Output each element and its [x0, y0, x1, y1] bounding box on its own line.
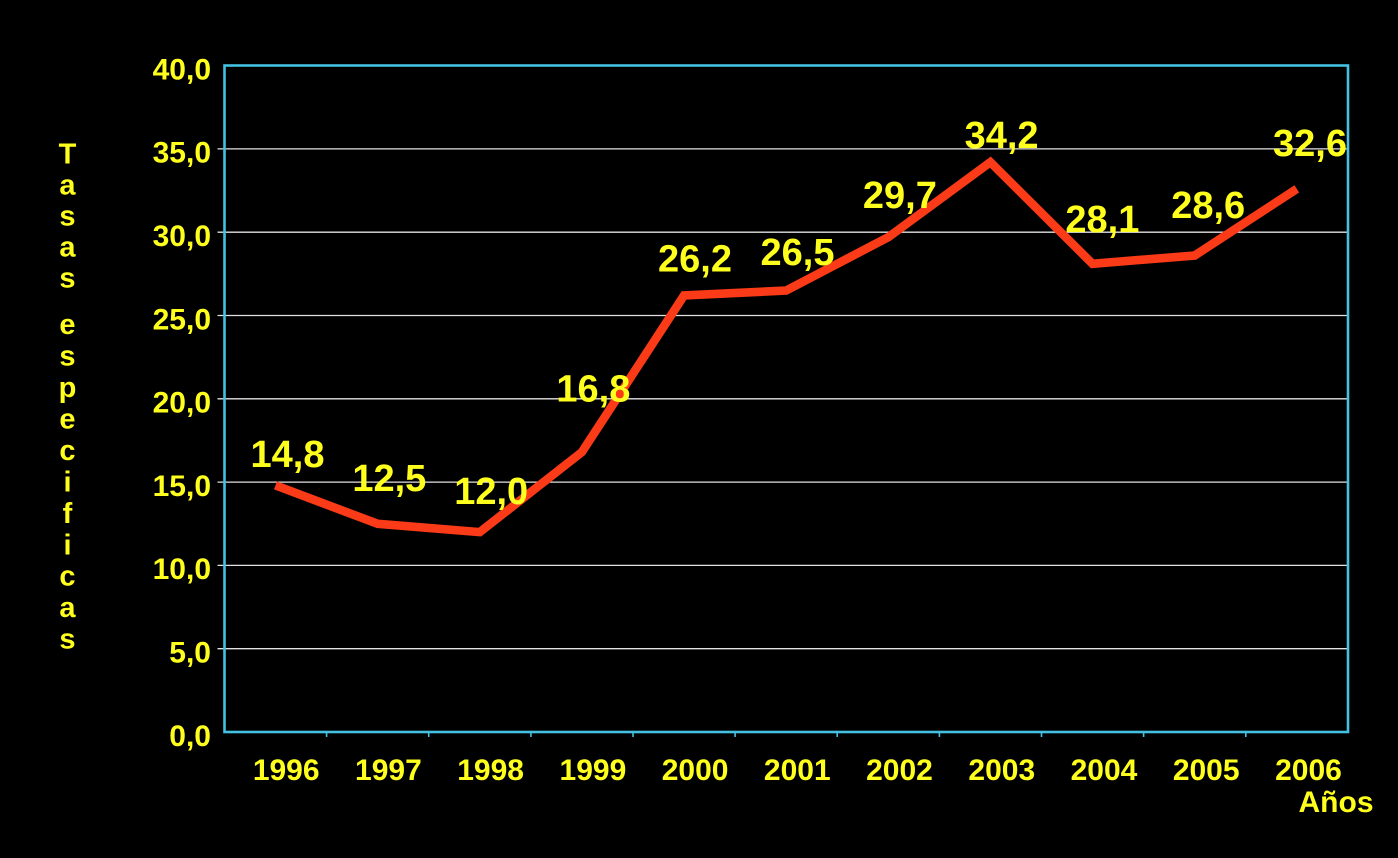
- svg-text:2002: 2002: [866, 754, 933, 787]
- svg-text:32,6: 32,6: [1273, 123, 1347, 165]
- svg-text:s: s: [59, 341, 75, 373]
- svg-text:2003: 2003: [968, 754, 1035, 787]
- svg-text:2005: 2005: [1173, 754, 1240, 787]
- svg-text:1998: 1998: [457, 754, 524, 787]
- svg-text:14,8: 14,8: [251, 434, 325, 476]
- svg-text:28,6: 28,6: [1171, 185, 1245, 227]
- svg-text:20,0: 20,0: [153, 387, 211, 420]
- svg-text:1996: 1996: [253, 754, 320, 787]
- svg-text:28,1: 28,1: [1065, 199, 1139, 241]
- svg-text:0,0: 0,0: [169, 720, 211, 753]
- svg-text:29,7: 29,7: [863, 175, 937, 217]
- svg-text:15,0: 15,0: [153, 470, 211, 503]
- svg-text:f: f: [63, 498, 73, 530]
- svg-text:a: a: [59, 170, 76, 202]
- svg-text:Años: Años: [1299, 786, 1374, 819]
- svg-text:T: T: [59, 139, 77, 171]
- svg-text:5,0: 5,0: [169, 637, 211, 670]
- svg-text:i: i: [63, 466, 71, 498]
- svg-text:2006: 2006: [1275, 754, 1342, 787]
- svg-text:25,0: 25,0: [153, 303, 211, 336]
- svg-text:1997: 1997: [355, 754, 422, 787]
- svg-text:p: p: [59, 372, 77, 404]
- svg-text:12,5: 12,5: [352, 458, 426, 500]
- svg-text:30,0: 30,0: [153, 220, 211, 253]
- svg-text:12,0: 12,0: [454, 471, 528, 513]
- svg-text:26,2: 26,2: [658, 239, 732, 281]
- svg-text:a: a: [59, 592, 76, 624]
- svg-text:e: e: [59, 404, 75, 436]
- svg-text:16,8: 16,8: [556, 369, 630, 411]
- svg-text:10,0: 10,0: [153, 553, 211, 586]
- svg-text:35,0: 35,0: [153, 137, 211, 170]
- svg-text:e: e: [59, 309, 75, 341]
- svg-text:2001: 2001: [764, 754, 831, 787]
- svg-text:s: s: [59, 624, 75, 656]
- svg-text:c: c: [59, 561, 75, 593]
- svg-text:i: i: [63, 529, 71, 561]
- svg-text:26,5: 26,5: [761, 232, 835, 274]
- svg-text:s: s: [59, 201, 75, 233]
- svg-text:2004: 2004: [1071, 754, 1138, 787]
- svg-text:40,0: 40,0: [153, 53, 211, 86]
- svg-text:a: a: [59, 232, 76, 264]
- svg-text:c: c: [59, 435, 75, 467]
- svg-text:2000: 2000: [662, 754, 729, 787]
- svg-text:1999: 1999: [560, 754, 627, 787]
- svg-text:s: s: [59, 263, 75, 295]
- svg-text:34,2: 34,2: [965, 115, 1039, 157]
